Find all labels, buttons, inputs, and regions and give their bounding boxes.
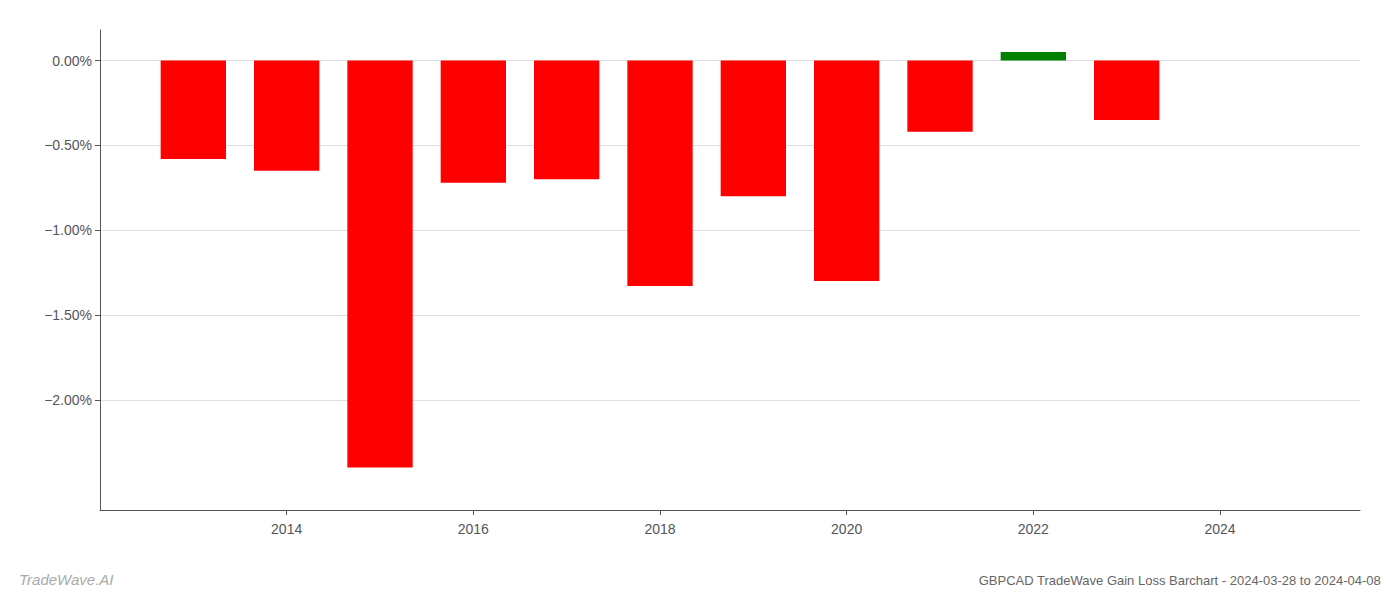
svg-text:2016: 2016 — [458, 521, 489, 537]
svg-text:TradeWave.AI: TradeWave.AI — [19, 571, 113, 588]
svg-text:0.00%: 0.00% — [52, 53, 92, 69]
svg-text:2020: 2020 — [831, 521, 862, 537]
svg-text:2014: 2014 — [271, 521, 302, 537]
svg-text:−1.50%: −1.50% — [44, 307, 92, 323]
svg-text:GBPCAD TradeWave Gain Loss Bar: GBPCAD TradeWave Gain Loss Barchart - 20… — [979, 573, 1381, 588]
svg-text:2018: 2018 — [644, 521, 675, 537]
svg-text:−2.00%: −2.00% — [44, 392, 92, 408]
svg-text:−0.50%: −0.50% — [44, 137, 92, 153]
svg-text:2024: 2024 — [1204, 521, 1235, 537]
svg-text:−1.00%: −1.00% — [44, 222, 92, 238]
svg-text:2022: 2022 — [1018, 521, 1049, 537]
